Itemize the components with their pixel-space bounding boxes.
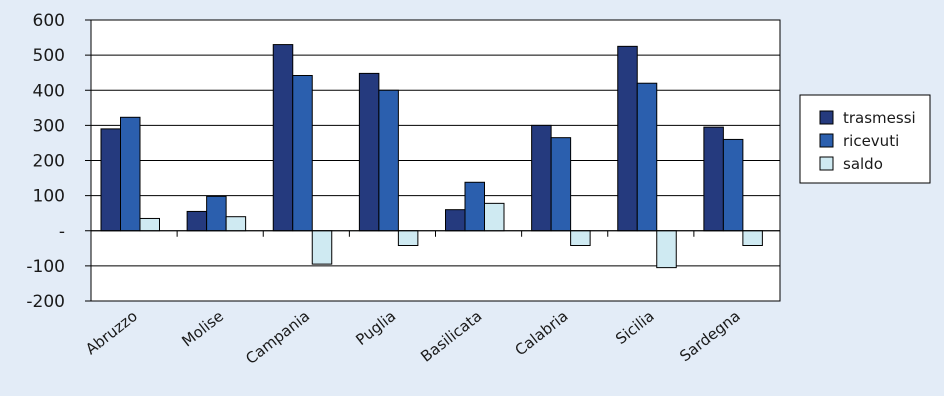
bar-saldo-abruzzo	[139, 217, 160, 232]
category-label-abruzzo: Abruzzo	[82, 307, 141, 358]
bar-ricevuti-calabria	[550, 137, 572, 232]
category-label-puglia: Puglia	[352, 307, 399, 349]
bar-saldo-sardegna	[742, 230, 763, 247]
bar-trasmessi-abruzzo	[100, 128, 121, 232]
bar-saldo-calabria	[570, 230, 591, 247]
bar-ricevuti-puglia	[378, 89, 399, 232]
category-label-calabria: Calabria	[511, 307, 571, 359]
bar-trasmessi-sardegna	[703, 126, 724, 232]
category-label-sardegna: Sardegna	[676, 307, 743, 365]
legend-swatch-ricevuti	[819, 133, 834, 148]
bar-ricevuti-sardegna	[722, 138, 744, 232]
y-tick-label: -100	[26, 257, 65, 277]
bar-ricevuti-campania	[292, 74, 313, 232]
x-axis-labels: Abruzzo Molise Campania Puglia Basilicata Cal…	[82, 307, 744, 368]
bar-trasmessi-campania	[272, 44, 294, 232]
legend-label-saldo: saldo	[843, 155, 883, 173]
bar-saldo-molise	[225, 216, 247, 232]
bar-trasmessi-basilicata	[445, 209, 466, 232]
bar-saldo-sicilia	[656, 230, 677, 269]
bar-saldo-puglia	[397, 230, 419, 247]
bar-ricevuti-basilicata	[464, 181, 485, 232]
legend-label-ricevuti: ricevuti	[843, 132, 899, 150]
y-tick-label: -200	[26, 292, 65, 312]
y-tick-label: 100	[33, 187, 65, 207]
bars	[100, 44, 763, 269]
legend-swatch-trasmessi	[819, 110, 834, 125]
bar-trasmessi-calabria	[531, 124, 552, 232]
bar-ricevuti-abruzzo	[120, 116, 141, 232]
category-label-molise: Molise	[178, 307, 227, 350]
y-tick-label: 400	[33, 81, 65, 101]
y-tick-label: 600	[33, 11, 65, 31]
category-label-sicilia: Sicilia	[612, 307, 657, 348]
category-label-basilicata: Basilicata	[417, 307, 485, 366]
bar-saldo-basilicata	[484, 202, 505, 232]
category-label-campania: Campania	[242, 307, 313, 368]
y-tick-label: 500	[33, 46, 65, 66]
bar-ricevuti-molise	[206, 195, 227, 232]
y-tick-label: 200	[33, 152, 65, 172]
zero-axis	[90, 230, 781, 237]
bar-trasmessi-molise	[186, 210, 208, 232]
legend: trasmessi ricevuti saldo	[799, 94, 931, 184]
legend-label-trasmessi: trasmessi	[843, 109, 916, 127]
legend-swatch-saldo	[819, 156, 834, 171]
bar-ricevuti-sicilia	[636, 82, 658, 232]
y-axis-labels: 600 500 400 300 200 100 - -100 -200	[26, 11, 65, 312]
bar-trasmessi-puglia	[358, 72, 380, 232]
y-tick-label: -	[59, 222, 65, 242]
bar-trasmessi-sicilia	[617, 45, 638, 232]
y-tick-label: 300	[33, 116, 65, 136]
bar-saldo-campania	[311, 230, 333, 265]
